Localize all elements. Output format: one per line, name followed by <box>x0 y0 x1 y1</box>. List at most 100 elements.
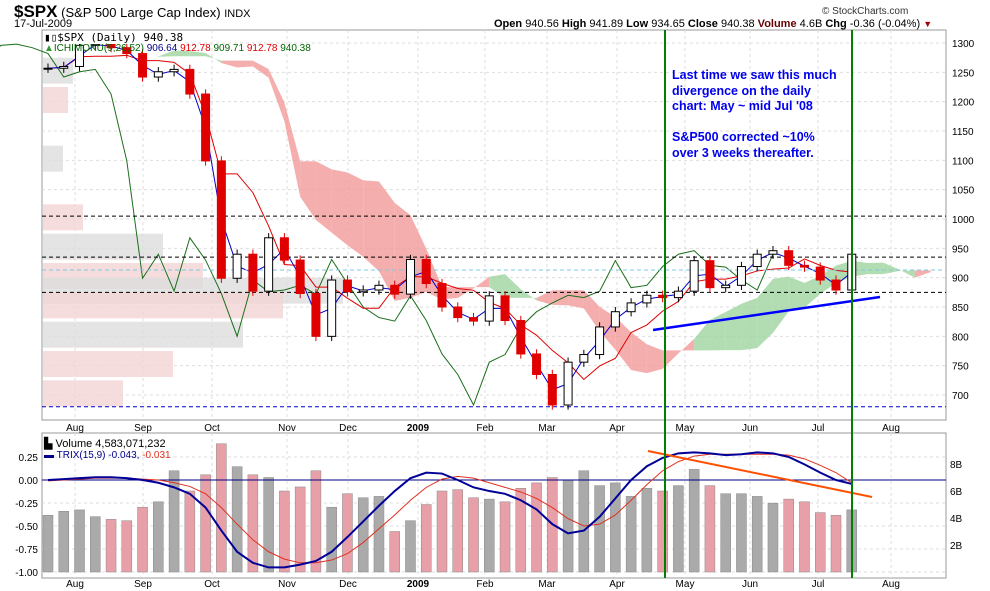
ichimoku-cloud-segment <box>473 276 490 289</box>
volume-bar <box>515 488 527 573</box>
x-tick-label: Feb <box>476 579 494 590</box>
annotation-line: chart: May ~ mid Jul '08 <box>672 99 813 113</box>
candle-body <box>516 320 526 355</box>
y-tick-label: 800 <box>952 332 969 343</box>
ichimoku-cloud-segment <box>331 169 348 246</box>
x-tick-label: Dec <box>339 423 357 434</box>
volume-bar <box>484 498 495 573</box>
volume-bar <box>357 497 369 573</box>
candle-body <box>610 311 620 328</box>
trix-trendline <box>647 450 873 498</box>
volume-bar <box>625 496 637 573</box>
volume-legend: ▙ Volume 4,583,071,232 <box>44 437 166 450</box>
volume-by-price-bar <box>43 204 83 231</box>
ichimoku-cloud-segment <box>631 332 647 374</box>
volume-bar <box>294 486 306 573</box>
y-tick-label-left: 0.00 <box>19 476 39 487</box>
candle-body <box>595 326 605 356</box>
volume-legend-text: Volume 4,583,071,232 <box>55 438 166 450</box>
candle-body <box>626 302 636 313</box>
ichimoku-value: 912.78 <box>246 43 281 54</box>
ichimoku-cloud-segment <box>268 69 285 122</box>
x-tick-label: Aug <box>882 423 900 434</box>
candle-body <box>784 250 794 266</box>
volume-bar <box>184 490 196 573</box>
volume-bar <box>153 501 164 573</box>
volume-bar <box>562 479 574 573</box>
ichimoku-cloud-segment <box>552 290 569 306</box>
y-tick-label: 1100 <box>952 156 974 167</box>
x-tick-label: Aug <box>66 579 84 590</box>
volume-by-price-bar <box>43 87 68 114</box>
candle-body <box>248 253 258 292</box>
ichimoku-cloud-segment <box>489 274 506 298</box>
volume-bar <box>420 504 432 573</box>
x-tick-label: Dec <box>339 579 357 590</box>
y-tick-label-right: 8B <box>950 460 963 471</box>
down-arrow-icon: ▼ <box>923 19 933 29</box>
x-tick-label: Apr <box>609 579 625 590</box>
candle-body <box>736 266 746 286</box>
candle-body <box>421 258 431 285</box>
annotation-line: Last time we saw this much <box>672 68 837 82</box>
volume-bar <box>436 490 448 573</box>
ichimoku-legend: ▲ICHIMOKU(9,26,52) 906.64 912.78 909.71 … <box>44 43 311 54</box>
volume-bar <box>326 506 337 573</box>
volume-value: 4.6B <box>799 18 823 30</box>
volume-bar <box>799 501 810 573</box>
price-panel <box>41 29 947 421</box>
volume-by-price-bar <box>43 321 243 348</box>
ichimoku-cloud-segment <box>189 51 206 57</box>
ichimoku-cloud-segment <box>678 338 695 354</box>
ichimoku-cloud-segment <box>646 344 663 374</box>
volume-bar <box>578 470 590 573</box>
y-tick-label: 700 <box>952 391 969 402</box>
ichimoku-cloud-segment <box>536 290 553 305</box>
ichimoku-cloud-segment <box>142 56 159 68</box>
x-tick-label: Mar <box>538 579 556 590</box>
candle-body <box>358 289 368 293</box>
trix-label: TRIX(15,9) <box>56 450 106 461</box>
candle-body <box>264 237 274 292</box>
volume-bar <box>42 515 54 573</box>
low-label: Low <box>626 18 649 30</box>
candle-body <box>469 317 479 322</box>
kijun-sen-line <box>47 54 852 381</box>
ichimoku-value: 912.78 <box>180 43 214 54</box>
tenkan-sen-line <box>47 44 853 391</box>
ichimoku-cloud-segment <box>158 50 175 57</box>
bar-chart-icon: ▙ <box>44 438 53 450</box>
ichimoku-cloud-segment <box>662 350 679 369</box>
ichimoku-cloud-segment <box>883 262 900 275</box>
candle-body <box>153 71 163 78</box>
candle-body <box>500 295 510 322</box>
ichimoku-cloud-segment <box>867 262 884 275</box>
annotation-text: Last time we saw this much divergence on … <box>672 68 837 161</box>
candle-body <box>689 260 699 292</box>
candle-body <box>43 67 53 70</box>
candle-body <box>752 253 762 268</box>
volume-bar <box>137 506 148 573</box>
volume-bar <box>736 493 747 573</box>
candle-body <box>138 53 148 78</box>
symbol: $SPX <box>14 2 58 21</box>
ichimoku-cloud-segment <box>725 303 742 351</box>
candle-body <box>768 250 778 255</box>
candle-body <box>122 47 132 55</box>
candle-body <box>279 237 289 261</box>
chg-value: -0.36 (-0.04%) <box>849 18 921 30</box>
ichimoku-value: 909.71 <box>213 43 247 54</box>
candle-body <box>106 43 116 49</box>
volume-bar <box>200 474 211 573</box>
volume-bar <box>531 482 542 573</box>
y-tick-label: 900 <box>952 274 969 285</box>
y-tick-label-right: 2B <box>950 541 963 552</box>
chart-date: 17-Jul-2009 <box>14 18 73 30</box>
candle-body <box>311 293 321 337</box>
ichimoku-cloud-segment <box>237 60 253 68</box>
candle-body <box>201 93 211 162</box>
chikou-span-line <box>0 43 774 407</box>
annotation-line: S&P500 corrected ~10% <box>672 130 815 144</box>
ichimoku-cloud-segment <box>347 172 364 257</box>
